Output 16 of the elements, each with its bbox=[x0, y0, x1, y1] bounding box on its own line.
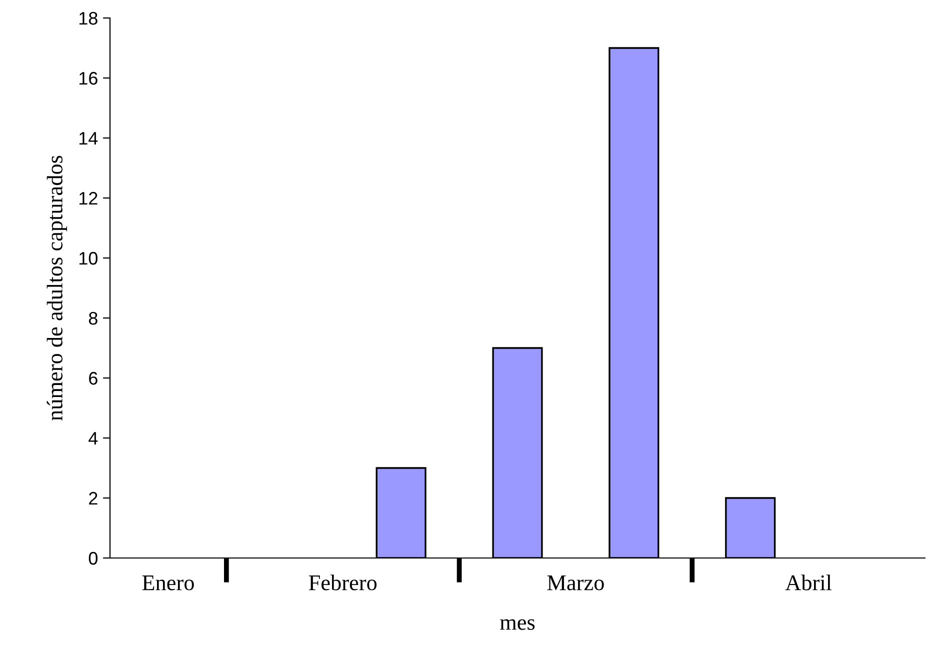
y-tick-label: 6 bbox=[89, 372, 98, 385]
y-tick-label: 8 bbox=[88, 312, 98, 325]
y-tick-label: 0 bbox=[88, 552, 98, 565]
x-tick-label: Abril bbox=[785, 574, 832, 590]
x-tick-label: Febrero bbox=[308, 574, 377, 590]
x-tick-label: Enero bbox=[142, 576, 194, 590]
y-axis-title: número de adultos capturados bbox=[46, 156, 67, 420]
x-axis-title: mes bbox=[500, 619, 535, 630]
y-tick-label: 2 bbox=[89, 492, 98, 505]
y-tick-label: 18 bbox=[79, 12, 98, 25]
y-tick-label: 14 bbox=[79, 132, 98, 145]
y-tick-label: 12 bbox=[79, 192, 98, 205]
y-tick-label: 10 bbox=[79, 252, 98, 265]
y-tick-label: 16 bbox=[79, 72, 98, 85]
x-tick-label: Marzo bbox=[547, 576, 604, 590]
y-tick-label: 4 bbox=[88, 432, 98, 445]
